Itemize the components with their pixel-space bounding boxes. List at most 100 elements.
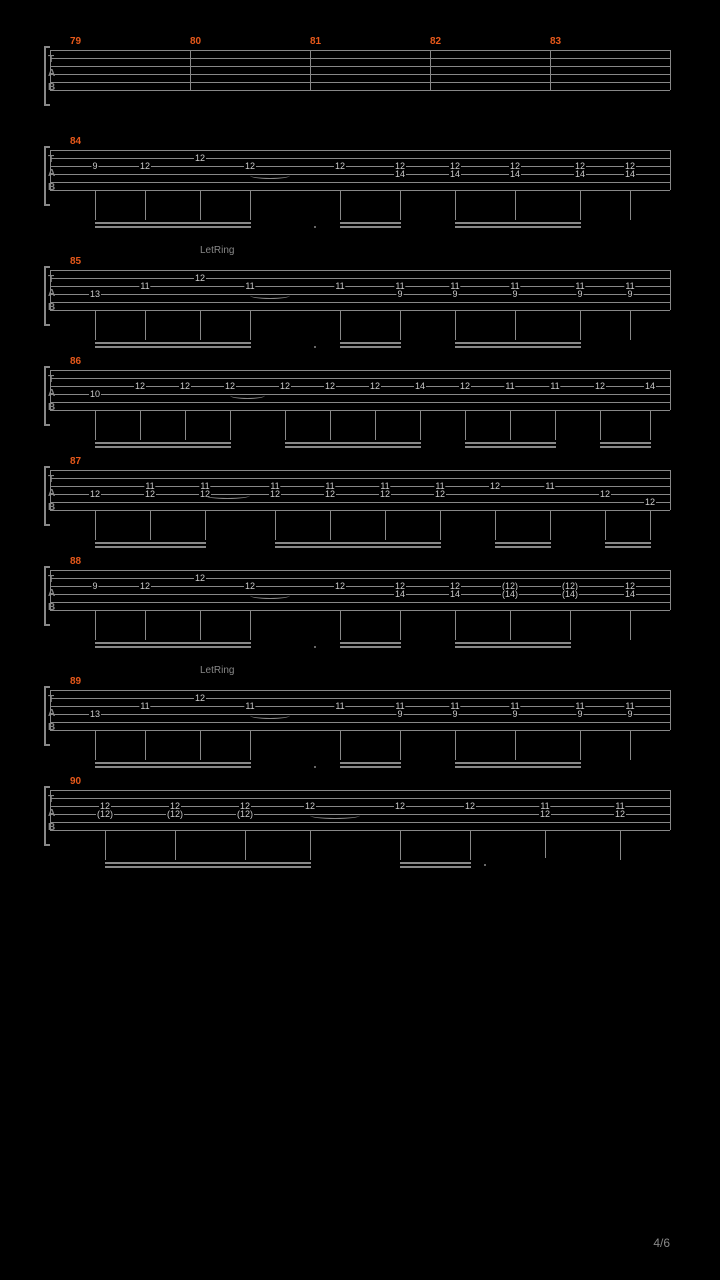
fret-number: 12 bbox=[134, 382, 146, 390]
fret-number: 11 bbox=[504, 382, 515, 390]
tab-staff: TAB871211121112111211121112111212111212 bbox=[50, 470, 670, 510]
tie bbox=[230, 392, 265, 399]
fret-number: 12 bbox=[224, 382, 236, 390]
fret-number: 14 bbox=[449, 170, 461, 178]
fret-number: 12 bbox=[464, 802, 476, 810]
measure-number: 90 bbox=[70, 776, 81, 787]
measure-number: 84 bbox=[70, 136, 81, 147]
beam bbox=[455, 646, 571, 648]
beam bbox=[605, 546, 651, 548]
string-line bbox=[50, 570, 670, 571]
measure-number: 80 bbox=[190, 36, 201, 47]
barline bbox=[670, 470, 671, 510]
fret-number: (12) bbox=[166, 810, 184, 818]
beam bbox=[600, 446, 651, 448]
note-stem bbox=[250, 610, 251, 640]
note-stem bbox=[200, 610, 201, 640]
note-stem bbox=[200, 310, 201, 340]
fret-number: 14 bbox=[449, 590, 461, 598]
fret-number: 14 bbox=[394, 170, 406, 178]
beam bbox=[285, 442, 421, 444]
beam bbox=[455, 762, 581, 764]
fret-number: 11 bbox=[244, 702, 255, 710]
barline bbox=[670, 570, 671, 610]
note-stem bbox=[630, 730, 631, 760]
beam bbox=[455, 226, 581, 228]
barline bbox=[50, 50, 51, 90]
string-line bbox=[50, 790, 670, 791]
page-number: 4/6 bbox=[653, 1236, 670, 1250]
measure-number: 81 bbox=[310, 36, 321, 47]
beam bbox=[455, 346, 581, 348]
note-stem bbox=[145, 610, 146, 640]
note-stem bbox=[245, 830, 246, 860]
note-stem bbox=[385, 510, 386, 540]
string-line bbox=[50, 730, 670, 731]
beam bbox=[105, 866, 311, 868]
fret-number: 12 bbox=[89, 490, 101, 498]
string-line bbox=[50, 50, 670, 51]
tie bbox=[250, 592, 290, 599]
fret-number: 12 bbox=[244, 582, 256, 590]
string-line bbox=[50, 478, 670, 479]
beam bbox=[95, 766, 251, 768]
fret-number: 12 bbox=[614, 810, 626, 818]
beam bbox=[95, 226, 251, 228]
barline bbox=[50, 270, 51, 310]
note-stem bbox=[250, 730, 251, 760]
string-line bbox=[50, 158, 670, 159]
string-line bbox=[50, 182, 670, 183]
beam bbox=[340, 226, 401, 228]
barline bbox=[190, 50, 191, 90]
note-stem bbox=[440, 510, 441, 540]
note-stem bbox=[95, 190, 96, 220]
fret-number: 12 bbox=[489, 482, 501, 490]
fret-number: 12 bbox=[324, 382, 336, 390]
tab-staff: TAB891311121111119119119119119 bbox=[50, 690, 670, 730]
fret-number: 12 bbox=[144, 490, 156, 498]
note-stem bbox=[275, 510, 276, 540]
barline bbox=[50, 570, 51, 610]
note-stem bbox=[375, 410, 376, 440]
note-stem bbox=[600, 410, 601, 440]
fret-number: (12) bbox=[236, 810, 254, 818]
beam bbox=[340, 762, 401, 764]
rhythm-dot bbox=[314, 226, 316, 228]
fret-number: 9 bbox=[396, 710, 403, 718]
note-stem bbox=[580, 310, 581, 340]
note-stem bbox=[545, 830, 546, 858]
note-stem bbox=[400, 190, 401, 220]
let-ring-annotation: LetRing bbox=[200, 245, 234, 256]
string-line bbox=[50, 410, 670, 411]
fret-number: 12 bbox=[539, 810, 551, 818]
note-stem bbox=[95, 610, 96, 640]
fret-number: 11 bbox=[334, 702, 345, 710]
fret-number: 12 bbox=[194, 574, 206, 582]
fret-number: 14 bbox=[574, 170, 586, 178]
fret-number: 9 bbox=[91, 582, 98, 590]
fret-number: 9 bbox=[91, 162, 98, 170]
fret-number: 12 bbox=[179, 382, 191, 390]
measure-number: 87 bbox=[70, 456, 81, 467]
note-stem bbox=[515, 730, 516, 760]
beam bbox=[455, 766, 581, 768]
note-stem bbox=[250, 190, 251, 220]
rhythm-dot bbox=[314, 766, 316, 768]
fret-number: 9 bbox=[451, 290, 458, 298]
note-stem bbox=[620, 830, 621, 860]
barline bbox=[50, 690, 51, 730]
barline bbox=[50, 470, 51, 510]
note-stem bbox=[465, 410, 466, 440]
fret-number: 12 bbox=[379, 490, 391, 498]
note-stem bbox=[630, 190, 631, 220]
beam bbox=[95, 446, 231, 448]
fret-number: 11 bbox=[549, 382, 560, 390]
fret-number: (14) bbox=[501, 590, 519, 598]
fret-number: 12 bbox=[139, 162, 151, 170]
note-stem bbox=[145, 730, 146, 760]
string-line bbox=[50, 302, 670, 303]
string-line bbox=[50, 690, 670, 691]
fret-number: 12 bbox=[334, 162, 346, 170]
string-line bbox=[50, 370, 670, 371]
beam bbox=[285, 446, 421, 448]
